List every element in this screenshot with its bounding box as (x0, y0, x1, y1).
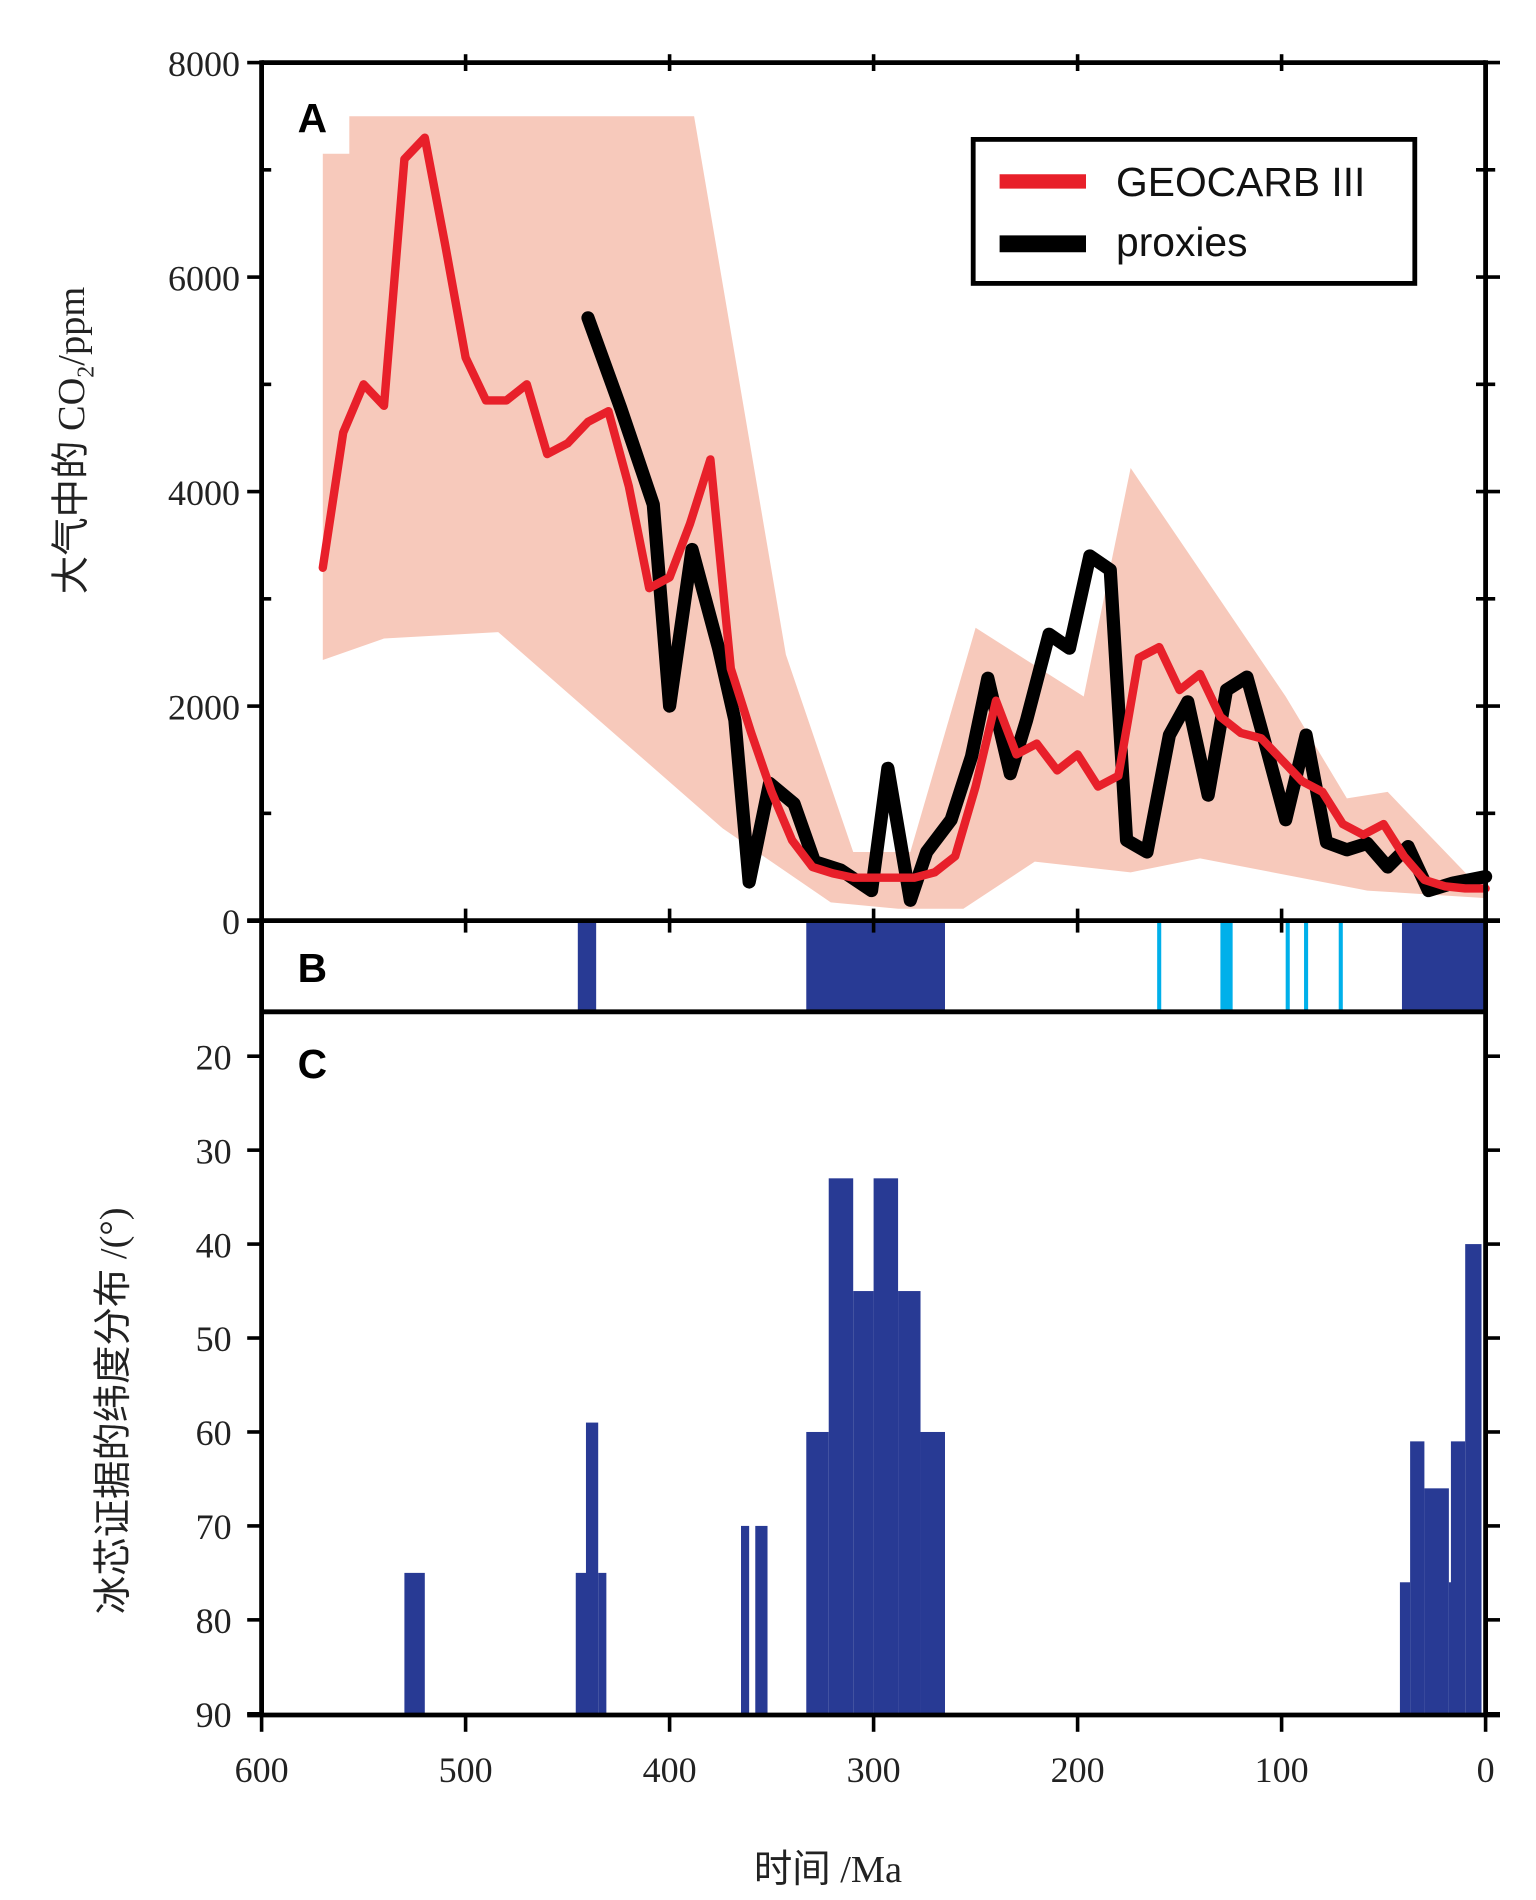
panel-b-bars (577, 920, 1486, 1012)
glacial-interval-bar (806, 920, 945, 1012)
glacial-interval-bar (1157, 920, 1162, 1012)
y-tick-label-a: 4000 (168, 473, 240, 513)
legend-label-proxies: proxies (1116, 219, 1248, 265)
latitude-bar (1424, 1488, 1449, 1714)
y-tick-label-a: 0 (222, 902, 240, 942)
x-tick-label: 0 (1477, 1750, 1495, 1790)
latitude-bar (575, 1572, 588, 1714)
latitude-bar (741, 1525, 750, 1714)
latitude-bar (598, 1572, 607, 1714)
glacial-interval-bar (1220, 920, 1233, 1012)
panel-c-bars (404, 1178, 1482, 1714)
x-tick-label: 200 (1051, 1750, 1105, 1790)
latitude-bar (853, 1291, 874, 1714)
y-axis-title-a-unit: /ppm (51, 287, 93, 366)
y-axis-title-a: 大气中的 CO2/ppm (50, 287, 100, 595)
x-tick-label: 300 (847, 1750, 901, 1790)
latitude-bar (806, 1431, 829, 1714)
series-line-proxies (581, 311, 1493, 907)
latitude-bar (1465, 1244, 1482, 1714)
latitude-bar (404, 1572, 425, 1714)
legend-label-geocarb: GEOCARB III (1116, 159, 1365, 205)
latitude-bar (755, 1525, 768, 1714)
y-tick-label-c: 20 (196, 1037, 232, 1077)
series-line-geocarb-iii (318, 133, 1490, 893)
y-tick-label-a: 8000 (168, 44, 240, 84)
legend-box (970, 136, 1418, 286)
panel-label-b: B (298, 945, 327, 991)
y-tick-label-c: 60 (196, 1413, 232, 1453)
y-tick-label-a: 2000 (168, 687, 240, 727)
x-tick-label: 400 (643, 1750, 697, 1790)
y-tick-label-c: 80 (196, 1601, 232, 1641)
latitude-bar (1399, 1582, 1411, 1714)
y-tick-label-c: 70 (196, 1507, 232, 1547)
y-tick-label-c: 40 (196, 1225, 232, 1265)
series-layer (318, 133, 1493, 907)
glacial-interval-bar (1401, 920, 1486, 1012)
latitude-bar (1410, 1441, 1425, 1714)
latitude-bar (1450, 1441, 1466, 1714)
x-axis-title: 时间 /Ma (754, 1849, 902, 1891)
latitude-bar (920, 1431, 945, 1714)
y-axis-title-c: 冰芯证据的纬度分布 /(°) (92, 1207, 135, 1614)
legend: GEOCARB III proxies (970, 136, 1418, 286)
x-tick-label: 100 (1255, 1750, 1309, 1790)
latitude-bar (828, 1178, 854, 1714)
axes (247, 54, 1500, 1732)
glacial-interval-bar (577, 920, 597, 1012)
latitude-bar (898, 1291, 921, 1714)
glacial-interval-bar (1304, 920, 1309, 1012)
y-axis-title-a-subscript: 2 (74, 366, 100, 378)
x-tick-label: 500 (439, 1750, 493, 1790)
panel-label-c: C (298, 1041, 327, 1087)
y-tick-label-c: 50 (196, 1319, 232, 1359)
y-tick-label-c: 30 (196, 1131, 232, 1171)
latitude-bar (873, 1178, 899, 1714)
y-tick-label-c: 90 (196, 1695, 232, 1735)
glacial-interval-bar (1338, 920, 1343, 1012)
y-axis-title-a-main: 大气中的 CO (50, 378, 93, 595)
panel-label-a: A (298, 95, 327, 141)
latitude-bar (1448, 1582, 1452, 1714)
latitude-bar (585, 1422, 599, 1714)
y-tick-label-a: 6000 (168, 258, 240, 298)
glacial-interval-bar (1285, 920, 1290, 1012)
x-tick-label: 600 (235, 1750, 289, 1790)
